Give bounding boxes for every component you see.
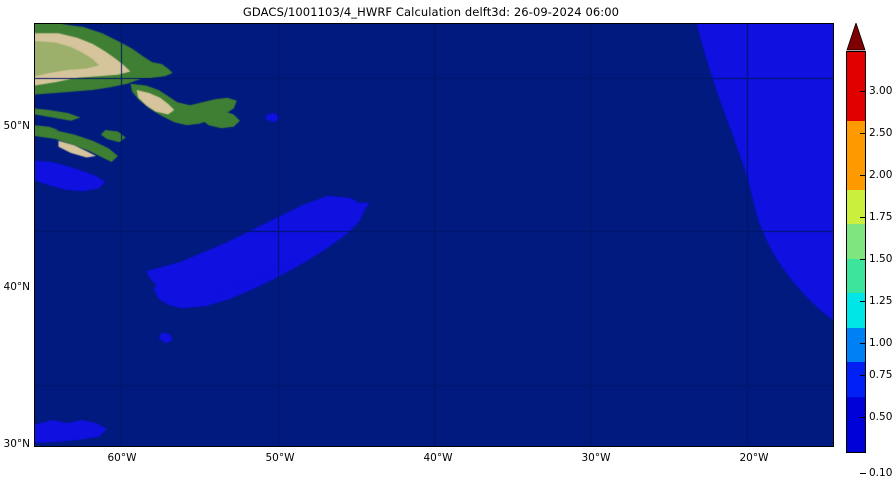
colorbar-band-4 xyxy=(847,258,865,294)
x-tick-3: 30°W xyxy=(581,452,611,464)
colorbar-tick-4: 1.50 xyxy=(869,253,893,265)
colorbar-band-3 xyxy=(847,224,865,259)
y-tick-2: 30°N xyxy=(3,438,30,450)
colorbar-tickmark-5 xyxy=(860,301,866,302)
colorbar-band-0 xyxy=(847,52,865,121)
colorbar-gradient xyxy=(846,51,866,453)
colorbar-tickmark-4 xyxy=(860,259,866,260)
colorbar-tickmark-8 xyxy=(860,417,866,418)
colorbar-tick-0: 3.00 xyxy=(869,85,893,97)
colorbar-tick-8: 0.50 xyxy=(869,411,893,423)
colorbar-tick-3: 1.75 xyxy=(869,211,893,223)
colorbar-tickmark-9 xyxy=(860,473,866,474)
colorbar-band-2 xyxy=(847,189,865,225)
colorbar-band-6 xyxy=(847,327,865,363)
colorbar-tick-6: 1.00 xyxy=(869,337,893,349)
colorbar-over-arrow-icon xyxy=(846,23,866,51)
map-plot-area[interactable] xyxy=(34,23,834,447)
colorbar-tickmark-6 xyxy=(860,343,866,344)
x-tick-1: 50°W xyxy=(265,452,295,464)
x-tick-4: 20°W xyxy=(739,452,769,464)
colorbar-tickmark-1 xyxy=(860,133,866,134)
colorbar-tick-9: 0.10 xyxy=(869,467,893,479)
colorbar-tickmark-2 xyxy=(860,175,866,176)
x-tick-2: 40°W xyxy=(423,452,453,464)
colorbar-tick-5: 1.25 xyxy=(869,295,893,307)
colorbar-tickmark-7 xyxy=(860,375,866,376)
y-tick-1: 40°N xyxy=(3,281,30,293)
colorbar-tick-7: 0.75 xyxy=(869,369,893,381)
colorbar-tick-2: 2.00 xyxy=(869,169,893,181)
y-tick-0: 50°N xyxy=(3,120,30,132)
colorbar-band-7 xyxy=(847,362,865,397)
surge-map-canvas[interactable] xyxy=(35,24,833,446)
colorbar[interactable]: 3.00 2.50 2.00 1.75 1.50 1.25 1.00 0.75 0.50 0.10 xyxy=(846,23,892,479)
x-tick-0: 60°W xyxy=(107,452,137,464)
colorbar-band-8 xyxy=(847,396,865,452)
colorbar-tick-1: 2.50 xyxy=(869,127,893,139)
colorbar-tickmark-3 xyxy=(860,217,866,218)
figure-title: GDACS/1001103/4_HWRF Calculation delft3d… xyxy=(242,5,620,19)
colorbar-band-1 xyxy=(847,120,865,190)
colorbar-band-5 xyxy=(847,293,865,328)
colorbar-tickmark-0 xyxy=(860,91,866,92)
